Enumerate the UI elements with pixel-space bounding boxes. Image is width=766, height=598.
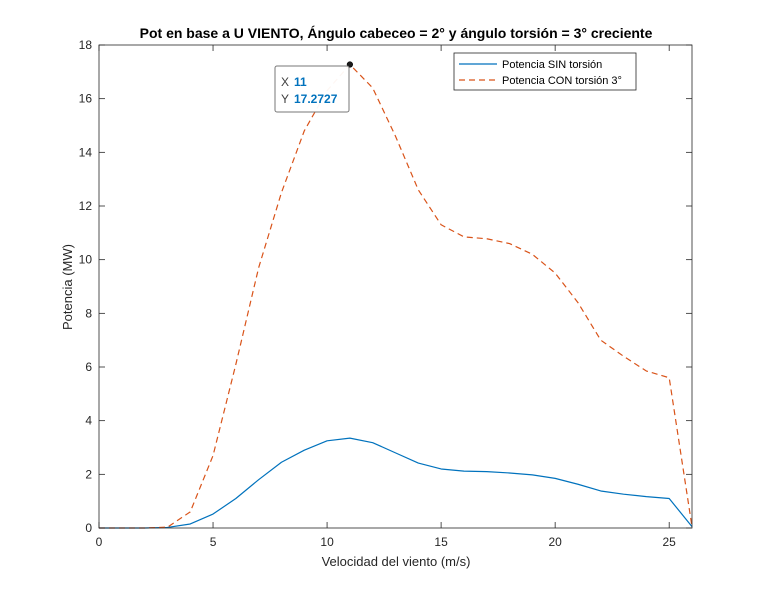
legend-box	[453, 52, 637, 91]
datatip-x-prefix: X	[281, 75, 289, 89]
x-tick-label: 15	[434, 535, 448, 549]
y-tick-label: 2	[85, 467, 92, 481]
axes-box	[98, 44, 693, 529]
plot-area	[99, 45, 692, 528]
y-tick-label: 14	[79, 145, 93, 159]
datatip-y-prefix: Y	[281, 92, 289, 106]
chart-title: Pot en base a U VIENTO, Ángulo cabeceo =…	[140, 25, 653, 41]
x-tick-label: 20	[548, 535, 562, 549]
legend-label-con-torsion: Potencia CON torsión 3°	[502, 75, 622, 87]
y-tick-label: 8	[85, 306, 92, 320]
datatip-x-value: 11	[294, 75, 307, 89]
legend-label-sin-torsion: Potencia SIN torsión	[502, 59, 602, 71]
y-tick-label: 10	[79, 253, 93, 267]
y-axis-label: Potencia (MW)	[60, 244, 75, 330]
datatip-y-value: 17.2727	[294, 92, 338, 106]
x-tick-label: 10	[320, 535, 334, 549]
y-tick-label: 0	[85, 521, 92, 535]
x-axis-label: Velocidad del viento (m/s)	[322, 554, 471, 569]
y-tick-label: 18	[79, 38, 93, 52]
series-layer	[99, 63, 693, 529]
y-tick-label: 12	[79, 199, 93, 213]
x-tick-label: 0	[96, 535, 103, 549]
x-tick-label: 5	[210, 535, 217, 549]
datatip[interactable]: X 11 Y 17.2727	[274, 61, 353, 113]
series-line-con-torsion[interactable]	[99, 63, 693, 529]
datatip-box	[274, 65, 350, 113]
legend[interactable]: Potencia SIN torsión Potencia CON torsió…	[453, 52, 637, 91]
y-tick-label: 4	[85, 414, 92, 428]
tick-layer: 0 5 10 15 20 25 0 2 4 6 8 10 12 14 16 18	[79, 38, 692, 549]
y-tick-label: 6	[85, 360, 92, 374]
x-tick-label: 25	[663, 535, 677, 549]
y-tick-label: 16	[79, 92, 93, 106]
series-line-sin-torsion[interactable]	[99, 437, 693, 529]
